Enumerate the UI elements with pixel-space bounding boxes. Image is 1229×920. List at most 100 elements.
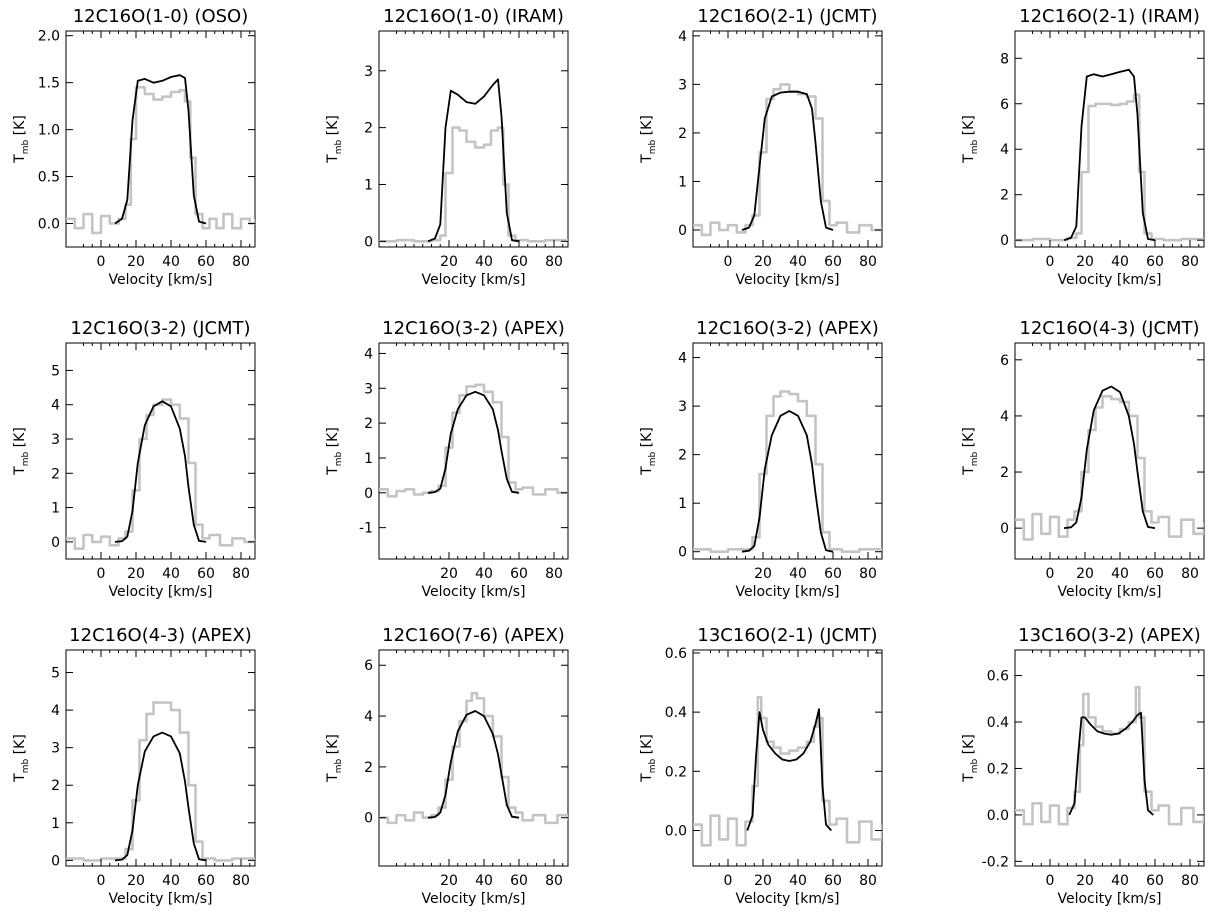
spectrum-panel: 12C16O(3-2) (APEX) 20 40 60 80 0 1 2 3 4 Velocity … (639, 318, 883, 600)
plot-frame (1014, 649, 1205, 867)
x-axis-label: Velocity [km/s] (108, 584, 212, 600)
x-tick-label: 20 (1076, 254, 1094, 270)
spectrum-panel: 12C16O(7-6) (APEX) 20 40 60 80 0 2 4 6 Velocity [… (325, 625, 569, 907)
x-tick-label: 0 (97, 566, 106, 582)
x-tick-label: 0 (1046, 254, 1055, 270)
y-tick-label: 0 (678, 223, 687, 239)
x-tick-label: 80 (859, 254, 877, 270)
x-axis-label: Velocity [km/s] (108, 272, 212, 288)
spectrum-panel: 12C16O(2-1) (IRAM) 0 20 40 60 80 0 2 4 6 8 Velocity… (961, 6, 1205, 288)
x-tick-label: 40 (162, 566, 180, 582)
x-tick-label: 40 (475, 254, 493, 270)
y-label-unit: [K] (12, 734, 28, 759)
y-axis-label: Tmb [K] (12, 427, 31, 476)
x-tick-label: 20 (127, 873, 145, 889)
y-tick-label: 2 (364, 121, 373, 137)
panel-title: 12C16O(1-0) (OSO) (73, 6, 249, 27)
y-axis-label: Tmb [K] (325, 427, 344, 476)
observed-spectrum (66, 86, 255, 235)
y-tick-label: -1 (359, 521, 373, 537)
observed-spectrum (693, 390, 882, 553)
y-label-symbol: T (961, 154, 977, 164)
x-tick-label: 60 (1146, 873, 1164, 889)
y-tick-label: 4 (51, 398, 60, 414)
x-tick-label: 60 (824, 873, 842, 889)
observed-spectrum (379, 126, 568, 243)
x-axis-label: Velocity [km/s] (108, 891, 212, 907)
x-tick-label: 20 (754, 873, 772, 889)
y-tick-label: 0.6 (987, 669, 1009, 685)
spectrum-panel: 13C16O(3-2) (APEX) 0 20 40 60 80 -0.2 0.0 0.2 0.4… (961, 625, 1205, 907)
observed-spectrum (379, 691, 568, 825)
y-label-symbol: T (639, 773, 655, 783)
y-tick-label: 0 (364, 811, 373, 827)
y-label-symbol: T (12, 773, 28, 783)
panel-title: 13C16O(3-2) (APEX) (1018, 625, 1201, 646)
x-tick-label: 80 (232, 873, 250, 889)
panel-title: 12C16O(3-2) (APEX) (382, 318, 565, 339)
y-tick-label: 4 (364, 346, 373, 362)
y-label-unit: [K] (12, 427, 28, 452)
x-tick-label: 40 (475, 566, 493, 582)
y-label-unit: [K] (325, 734, 341, 759)
y-tick-label: 2.0 (38, 29, 60, 45)
model-spectrum (427, 390, 520, 494)
y-label-subscript: mb (648, 451, 658, 466)
model-spectrum (427, 78, 520, 243)
y-axis-label: Tmb [K] (12, 734, 31, 783)
y-tick-label: 0 (51, 535, 60, 551)
x-axis-label: Velocity [km/s] (1057, 272, 1161, 288)
y-tick-label: 1 (678, 496, 687, 512)
plot-frame (692, 30, 883, 248)
x-tick-label: 80 (1181, 566, 1199, 582)
panel-title: 12C16O(3-2) (APEX) (696, 318, 879, 339)
y-label-symbol: T (961, 773, 977, 783)
y-tick-label: 0.0 (38, 217, 60, 233)
y-label-subscript: mb (648, 139, 658, 154)
plot-frame (65, 649, 256, 867)
observed-spectrum (1015, 685, 1204, 826)
y-label-unit: [K] (12, 115, 28, 140)
spectrum-panel: 12C16O(2-1) (JCMT) 0 20 40 60 80 0 1 2 3 4 Velocity… (639, 6, 883, 288)
panel-title: 12C16O(4-3) (APEX) (69, 625, 252, 646)
observed-spectrum (66, 398, 255, 550)
spectrum-panel: 12C16O(3-2) (APEX) 20 40 60 80 -1 0 1 2 3 4 Velocit… (325, 318, 569, 600)
y-tick-label: 5 (51, 666, 60, 682)
y-tick-label: 2 (51, 778, 60, 794)
x-tick-label: 80 (545, 566, 563, 582)
y-label-subscript: mb (21, 451, 31, 466)
panel-title: 13C16O(2-1) (JCMT) (697, 625, 877, 646)
y-tick-label: 0.6 (665, 646, 687, 662)
x-tick-label: 40 (1111, 873, 1129, 889)
y-tick-label: 6 (364, 658, 373, 674)
panel-title: 12C16O(1-0) (IRAM) (383, 6, 564, 27)
y-label-subscript: mb (970, 451, 980, 466)
y-tick-label: 0 (364, 234, 373, 250)
x-tick-label: 60 (197, 254, 215, 270)
model-spectrum (1068, 711, 1154, 816)
y-label-symbol: T (12, 466, 28, 476)
x-tick-label: 40 (789, 566, 807, 582)
y-label-unit: [K] (325, 115, 341, 140)
x-axis-label: Velocity [km/s] (1057, 891, 1161, 907)
y-tick-label: 4 (678, 351, 687, 367)
y-tick-label: 3 (364, 381, 373, 397)
y-tick-label: 0.5 (38, 170, 60, 186)
x-tick-label: 60 (510, 254, 528, 270)
observed-spectrum (1015, 93, 1204, 242)
y-label-subscript: mb (648, 758, 658, 773)
y-label-unit: [K] (639, 427, 655, 452)
x-tick-label: 80 (232, 254, 250, 270)
x-axis-label: Velocity [km/s] (735, 891, 839, 907)
x-tick-label: 80 (1181, 873, 1199, 889)
x-tick-label: 0 (724, 254, 733, 270)
plot-frame (378, 30, 569, 248)
y-tick-label: -0.2 (982, 854, 1009, 870)
y-axis-label: Tmb [K] (961, 115, 980, 164)
x-tick-label: 20 (127, 254, 145, 270)
x-tick-label: 80 (859, 873, 877, 889)
y-axis-label: Tmb [K] (639, 427, 658, 476)
x-tick-label: 0 (724, 873, 733, 889)
plot-frame (692, 342, 883, 560)
x-axis-label: Velocity [km/s] (421, 584, 525, 600)
